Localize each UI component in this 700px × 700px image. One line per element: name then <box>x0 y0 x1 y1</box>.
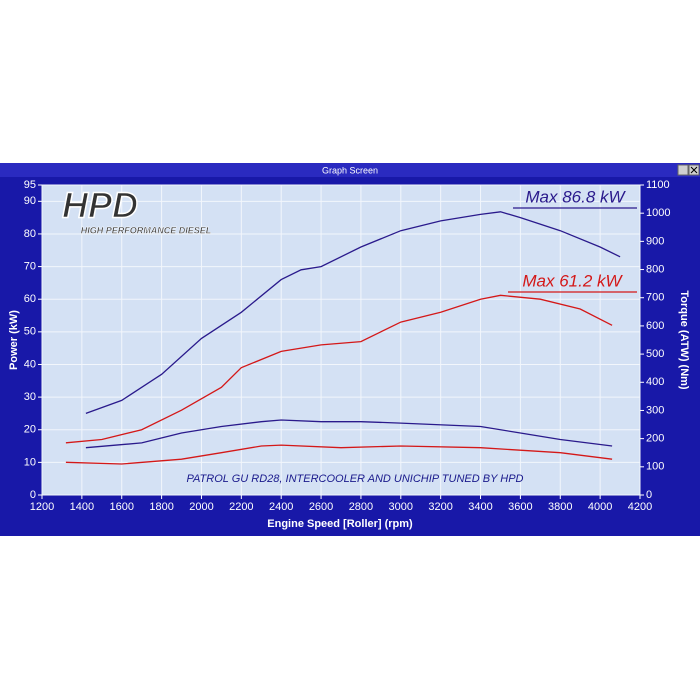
y-tick-label: 30 <box>24 391 36 403</box>
y2-tick-label: 0 <box>646 489 652 501</box>
x-tick-label: 2200 <box>229 501 253 513</box>
y-tick-label: 50 <box>24 326 36 338</box>
x-tick-label: 1400 <box>70 501 94 513</box>
series-line <box>85 211 621 415</box>
x-tick-label: 1600 <box>109 501 133 513</box>
annotation: Max 61.2 kW <box>522 271 623 290</box>
y-tick-label: 70 <box>24 260 36 272</box>
y-tick-label: 80 <box>24 228 36 240</box>
y2-tick-label: 1000 <box>646 207 670 219</box>
y-tick-label: 40 <box>24 358 36 370</box>
x-tick-label: 3200 <box>428 501 452 513</box>
x-tick-label: 4200 <box>628 501 652 513</box>
y-tick-label: 90 <box>24 195 36 207</box>
x-tick-label: 3000 <box>389 501 413 513</box>
annotation: Max 86.8 kW <box>525 187 626 206</box>
x-tick-label: 1800 <box>149 501 173 513</box>
y2-tick-label: 300 <box>646 404 664 416</box>
window-title: Graph Screen <box>322 165 378 175</box>
x-tick-label: 2400 <box>269 501 293 513</box>
x-tick-label: 3400 <box>468 501 492 513</box>
y2-tick-label: 200 <box>646 433 664 445</box>
logo: HPD <box>62 185 138 226</box>
x-tick-label: 3800 <box>548 501 572 513</box>
y2-tick-label: 500 <box>646 348 664 360</box>
close-icon <box>690 166 698 174</box>
series-line <box>65 294 613 444</box>
x-tick-label: 4000 <box>588 501 612 513</box>
y2-tick-label: 100 <box>646 461 664 473</box>
help-button[interactable] <box>677 164 689 176</box>
y2-axis-title: Torque (ATW) (Nm) <box>678 290 690 390</box>
y-axis-title: Power (kW) <box>8 310 20 370</box>
x-tick-label: 3600 <box>508 501 532 513</box>
x-tick-label: 2000 <box>189 501 213 513</box>
annotation: PATROL GU RD28, INTERCOOLER AND UNICHIP … <box>187 473 524 485</box>
y2-tick-label: 1100 <box>646 179 670 191</box>
x-tick-label: 2800 <box>349 501 373 513</box>
x-tick-label: 1200 <box>30 501 54 513</box>
series-line <box>85 419 613 449</box>
title-bar <box>0 163 700 177</box>
grid <box>41 184 641 496</box>
y-tick-label: 20 <box>24 424 36 436</box>
y-tick-label: 95 <box>24 179 36 191</box>
marks <box>65 211 621 465</box>
series-line <box>65 444 613 465</box>
y2-tick-label: 800 <box>646 263 664 275</box>
y2-tick-label: 900 <box>646 235 664 247</box>
y2-tick-label: 700 <box>646 292 664 304</box>
y-tick-label: 10 <box>24 456 36 468</box>
logo-subtitle: HIGH PERFORMANCE DIESEL <box>81 225 212 235</box>
x-tick-label: 2600 <box>309 501 333 513</box>
y-tick-label: 60 <box>24 293 36 305</box>
y2-tick-label: 400 <box>646 376 664 388</box>
y2-tick-label: 600 <box>646 320 664 332</box>
y-tick-label: 0 <box>30 489 36 501</box>
x-axis-title: Engine Speed [Roller] (rpm) <box>267 518 413 530</box>
